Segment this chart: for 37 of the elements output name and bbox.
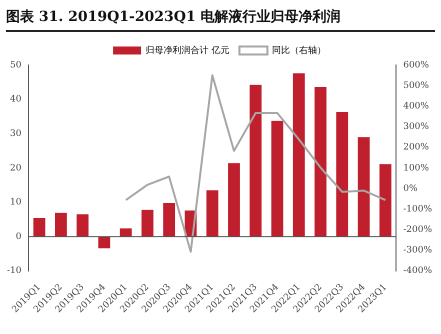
- legend-label: 同比（右轴）: [272, 44, 326, 56]
- y-tick-label: 40: [10, 94, 22, 105]
- bar: [271, 120, 284, 237]
- y2-tick-label: -300%: [403, 246, 432, 256]
- y2-tick-label: -100%: [403, 204, 432, 214]
- y2-tick-label: 200%: [403, 142, 430, 153]
- bar: [98, 236, 110, 248]
- y2-tick-label: -200%: [403, 225, 432, 236]
- bar: [336, 112, 348, 237]
- bar: [314, 86, 326, 237]
- bar: [228, 163, 240, 237]
- chart-title: 图表 31. 2019Q1-2023Q1 电解液行业归母净利润: [6, 8, 435, 32]
- y-tick-label: 10: [10, 198, 22, 208]
- bar: [163, 202, 176, 237]
- y-tick-label: 30: [10, 128, 22, 139]
- bar: [379, 164, 392, 237]
- y2-tick-label: 500%: [403, 80, 430, 91]
- bar: [76, 214, 89, 237]
- bar: [54, 212, 67, 237]
- bar: [292, 73, 305, 237]
- y2-tick-label: -400%: [403, 266, 432, 276]
- y-tick-label: 50: [10, 60, 22, 70]
- y-tick-label: 0: [16, 232, 22, 242]
- y-tick-label: -10: [6, 266, 22, 276]
- bar: [142, 210, 154, 237]
- bar: [206, 190, 218, 237]
- bar: [33, 218, 46, 237]
- y-tick-label: 20: [10, 163, 22, 174]
- y2-tick-label: 0%: [403, 184, 418, 194]
- bar: [120, 228, 132, 237]
- legend-label: 归母净利润合计 亿元: [146, 44, 230, 56]
- bar: [358, 137, 370, 237]
- y2-tick-label: 600%: [403, 60, 430, 70]
- y2-tick-label: 300%: [403, 122, 430, 132]
- y2-tick-label: 100%: [403, 163, 430, 174]
- y2-tick-label: 400%: [403, 102, 430, 112]
- bar: [250, 84, 262, 237]
